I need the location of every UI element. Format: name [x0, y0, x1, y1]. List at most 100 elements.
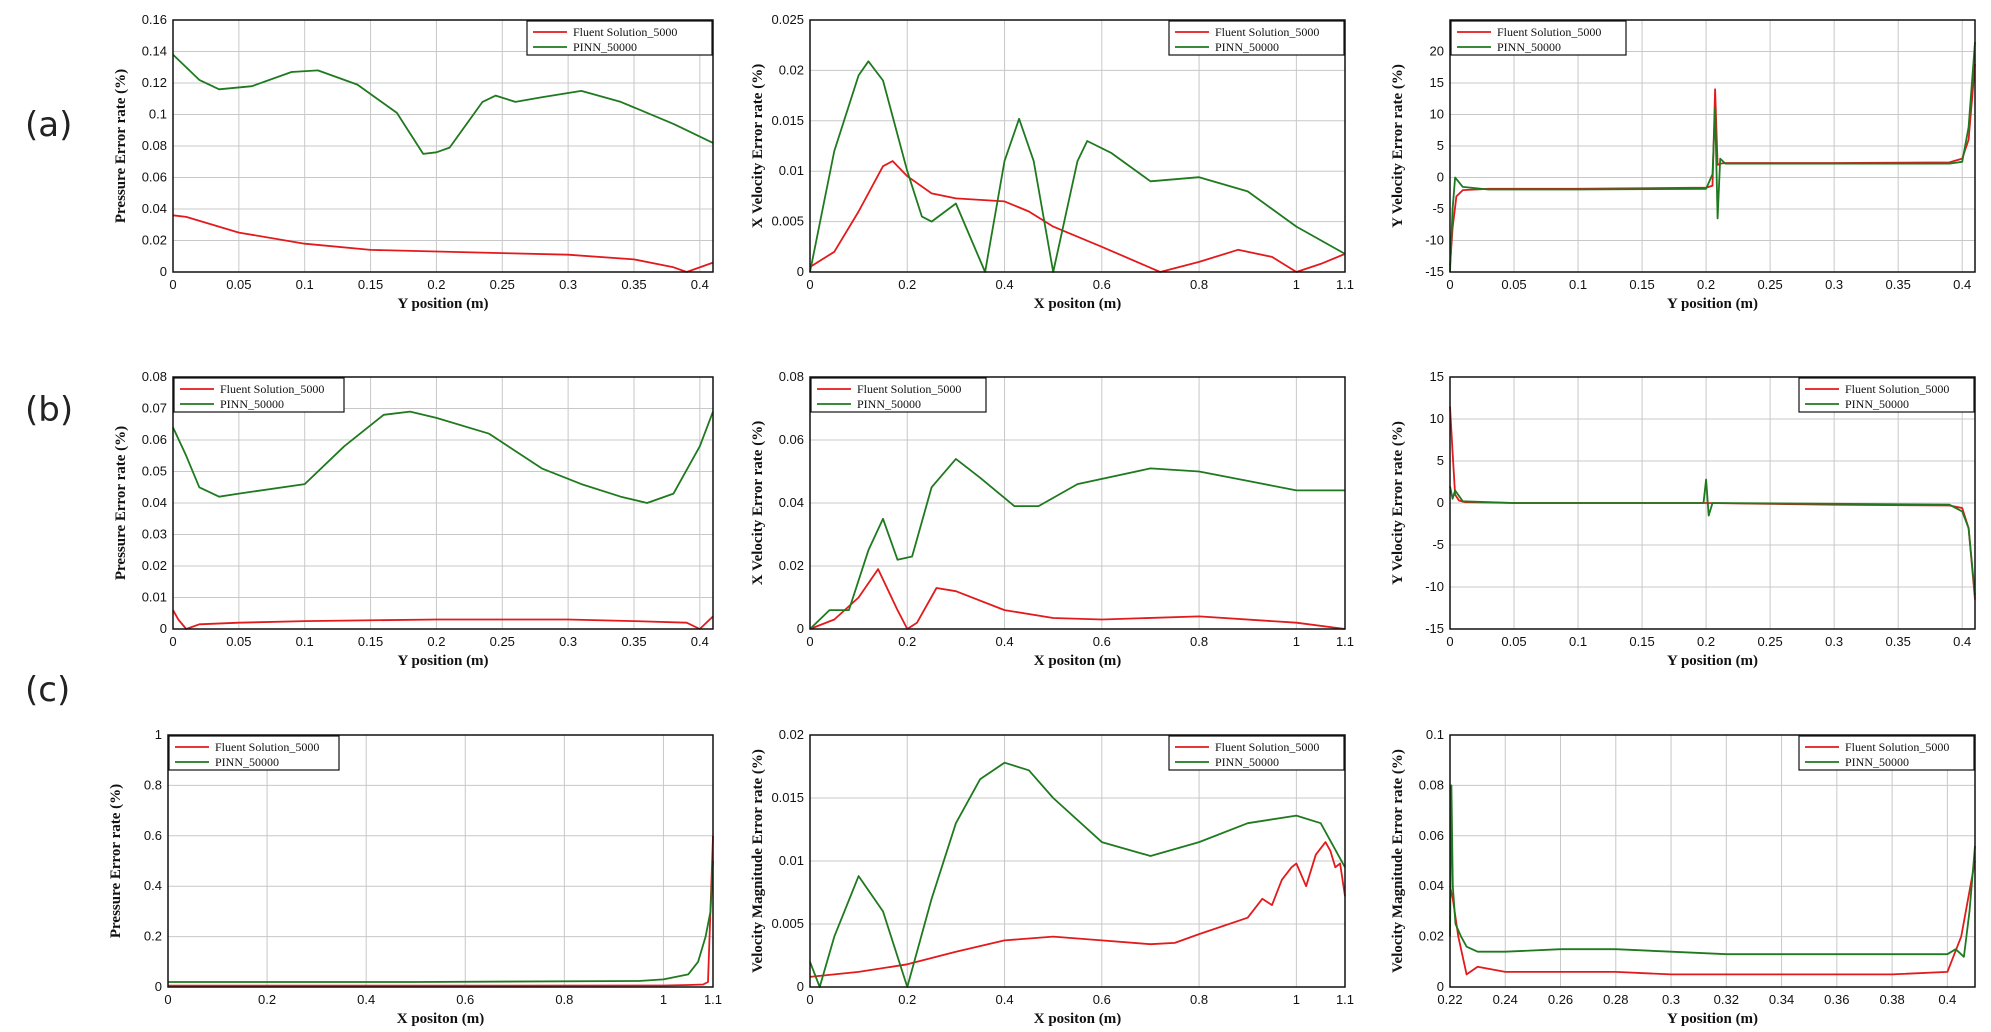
y-tick-label: 1	[155, 727, 162, 742]
x-tick-label: 0.32	[1714, 992, 1739, 1007]
y-tick-label: 0	[797, 264, 804, 279]
y-tick-label: 0.1	[149, 107, 167, 122]
x-tick-label: 0.1	[1569, 634, 1587, 649]
x-tick-label: 0.6	[1093, 992, 1111, 1007]
y-axis-title: X Velocity Error rate (%)	[750, 64, 766, 228]
x-tick-label: 0	[1446, 277, 1453, 292]
legend-box	[1798, 377, 1975, 413]
y-axis-title: Y Velocity Error rate (%)	[1390, 64, 1406, 228]
plot-frame	[1449, 19, 1976, 273]
series-line-fluent	[809, 568, 1346, 630]
y-tick-label: -10	[1425, 233, 1444, 248]
y-tick-label: 0.04	[142, 495, 167, 510]
x-tick-label: 0.26	[1548, 992, 1573, 1007]
legend-label: Fluent Solution_5000	[1845, 740, 1949, 754]
legend-label: PINN_50000	[1845, 397, 1909, 411]
legend-label: PINN_50000	[220, 397, 284, 411]
chart-panel-8: 0 0.2 0.4 0.6 0.8 1 1.1 0 0.005 0.01 0.015 0.02 X po…	[750, 727, 1354, 1027]
y-tick-label: 0.14	[142, 44, 167, 59]
x-tick-label: 0.4	[996, 992, 1014, 1007]
y-tick-label: 0.06	[1419, 828, 1444, 843]
x-tick-label: 0.28	[1603, 992, 1628, 1007]
legend-label: PINN_50000	[1215, 40, 1279, 54]
x-tick-label: 0.6	[1093, 634, 1111, 649]
y-tick-label: 0.04	[779, 495, 804, 510]
x-tick-label: 0.35	[621, 277, 646, 292]
y-tick-label: 0.015	[771, 113, 804, 128]
x-tick-label: 0.25	[490, 634, 515, 649]
y-tick-label: 0	[155, 979, 162, 994]
x-tick-label: 0.35	[1886, 634, 1911, 649]
y-tick-label: 0.02	[779, 727, 804, 742]
x-tick-label: 0.25	[490, 277, 515, 292]
y-tick-label: 0.025	[771, 12, 804, 27]
y-tick-label: 0.005	[771, 214, 804, 229]
x-tick-label: 0.4	[691, 634, 709, 649]
plot-frame	[172, 376, 714, 630]
x-tick-label: 0.2	[898, 634, 916, 649]
x-tick-label: 0.15	[1629, 634, 1654, 649]
series-line-pinn	[172, 53, 714, 155]
legend-box	[1798, 735, 1975, 771]
x-tick-label: 0.35	[621, 634, 646, 649]
x-tick-label: 0.4	[357, 992, 375, 1007]
plot-frame	[1449, 376, 1976, 630]
series-line-pinn	[1449, 42, 1976, 273]
legend-box	[1168, 735, 1345, 771]
y-tick-label: 10	[1430, 411, 1444, 426]
x-tick-label: 1.1	[1336, 277, 1354, 292]
legend-label: Fluent Solution_5000	[1215, 740, 1319, 754]
y-tick-label: 0.08	[142, 369, 167, 384]
series-line-pinn	[809, 458, 1345, 630]
y-tick-label: 10	[1430, 107, 1444, 122]
y-tick-label: 0.08	[779, 369, 804, 384]
legend-label: Fluent Solution_5000	[573, 25, 677, 39]
x-tick-label: 0.3	[559, 634, 577, 649]
x-tick-label: 0.6	[1093, 277, 1111, 292]
x-tick-label: 0.2	[427, 634, 445, 649]
row-label-c: (c)	[25, 670, 71, 710]
y-tick-label: 0	[1437, 170, 1444, 185]
legend-box	[1450, 20, 1627, 56]
x-tick-label: 0.4	[1938, 992, 1956, 1007]
x-tick-label: 0.2	[258, 992, 276, 1007]
series-line-fluent	[809, 160, 1346, 273]
y-tick-label: 5	[1437, 138, 1444, 153]
y-tick-label: 0.01	[779, 163, 804, 178]
y-tick-label: 15	[1430, 369, 1444, 384]
plot-frame	[809, 376, 1346, 630]
row-label-b: (b)	[25, 390, 74, 430]
y-tick-label: 0.6	[144, 828, 162, 843]
x-tick-label: 0.8	[1190, 992, 1208, 1007]
x-tick-label: 0.2	[427, 277, 445, 292]
series-line-pinn	[809, 761, 1346, 988]
chart-panel-1: 0 0.05 0.1 0.15 0.2 0.25 0.3 0.35 0.4 0 0.02 0.04 0.…	[113, 12, 714, 312]
y-axis-title: Velocity Magnitude Error rate (%)	[1390, 749, 1406, 973]
x-tick-label: 0.1	[296, 277, 314, 292]
legend-box	[168, 735, 340, 771]
x-tick-label: 0.38	[1879, 992, 1904, 1007]
plot-frame	[172, 19, 714, 273]
x-tick-label: 0.15	[358, 277, 383, 292]
x-tick-label: 0.22	[1437, 992, 1462, 1007]
series-line-fluent	[172, 214, 714, 273]
legend-label: PINN_50000	[215, 755, 279, 769]
y-tick-label: 15	[1430, 75, 1444, 90]
y-tick-label: 20	[1430, 44, 1444, 59]
legend-label: Fluent Solution_5000	[1215, 25, 1319, 39]
y-tick-label: 0.2	[144, 929, 162, 944]
y-tick-label: 0	[160, 264, 167, 279]
x-tick-label: 0.6	[456, 992, 474, 1007]
x-tick-label: 0.25	[1757, 634, 1782, 649]
y-tick-label: 0.02	[142, 558, 167, 573]
x-axis-title: X positon (m)	[1034, 653, 1122, 669]
